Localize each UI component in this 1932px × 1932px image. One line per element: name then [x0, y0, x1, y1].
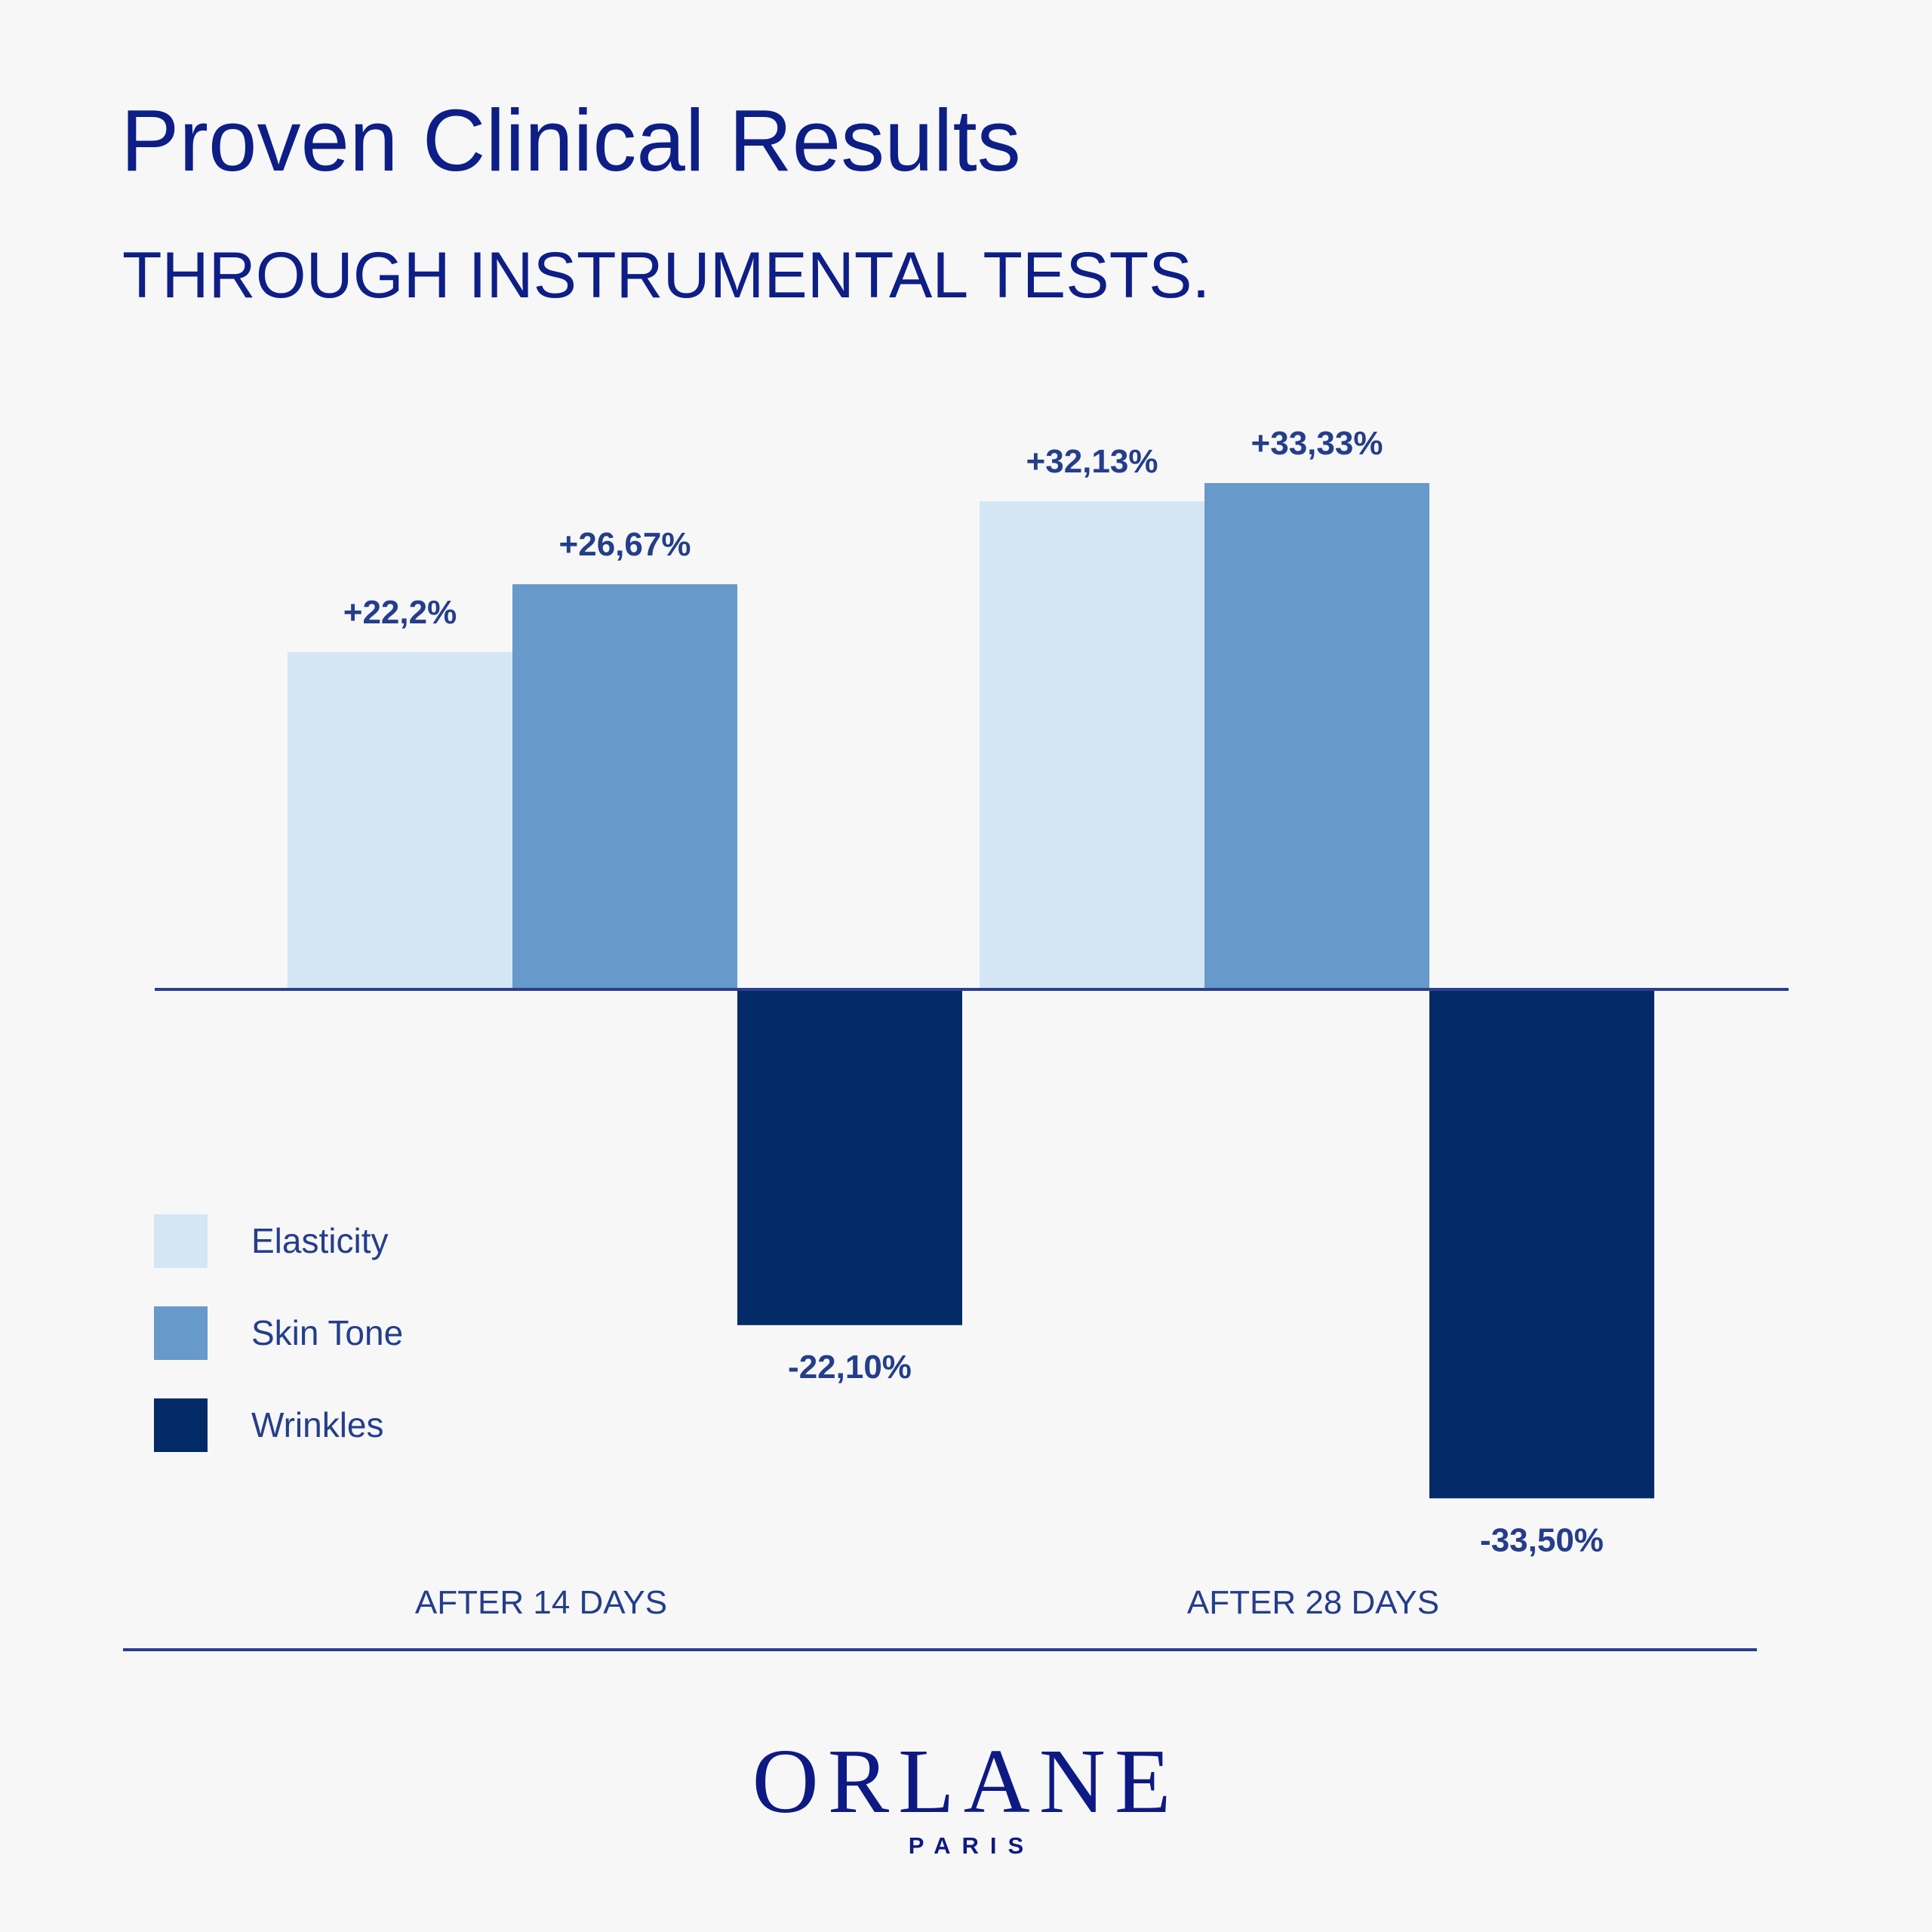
data-label-skin-tone-after-14-days: +26,67% — [559, 526, 691, 563]
chart-value-labels: +22,2% +26,67% -22,10% +32,13% +33,33% -33,50… — [343, 425, 1604, 1558]
brand-name: ORLANE — [752, 1730, 1180, 1832]
chart: +22,2% +26,67% -22,10% +32,13% +33,33% -33,50… — [123, 425, 1789, 1651]
page-subtitle: THROUGH INSTRUMENTAL TESTS. — [122, 239, 1211, 312]
bar-skin-tone-after-28-days — [1204, 483, 1429, 989]
category-label-after-14-days: AFTER 14 DAYS — [415, 1584, 667, 1621]
bar-elasticity-after-28-days — [980, 501, 1204, 989]
bar-elasticity-after-14-days — [288, 652, 512, 989]
legend-swatch-wrinkles — [154, 1398, 208, 1452]
page-title: Proven Clinical Results — [121, 91, 1021, 189]
bar-skin-tone-after-14-days — [512, 584, 737, 989]
chart-category-labels: AFTER 14 DAYS AFTER 28 DAYS — [415, 1584, 1439, 1621]
brand-logo: ORLANE PARIS — [0, 1736, 1932, 1860]
category-label-after-28-days: AFTER 28 DAYS — [1187, 1584, 1439, 1621]
chart-legend: Elasticity Skin Tone Wrinkles — [154, 1214, 403, 1452]
legend-label-skin-tone: Skin Tone — [251, 1313, 403, 1352]
legend-swatch-skin-tone — [154, 1306, 208, 1360]
data-label-wrinkles-after-28-days: -33,50% — [1480, 1521, 1604, 1558]
chart-bars — [288, 483, 1654, 1499]
brand-sub: PARIS — [908, 1832, 1035, 1859]
legend-label-wrinkles: Wrinkles — [251, 1405, 384, 1444]
bar-wrinkles-after-14-days — [737, 989, 962, 1325]
bar-wrinkles-after-28-days — [1429, 989, 1654, 1499]
legend-label-elasticity: Elasticity — [251, 1221, 388, 1260]
legend-swatch-elasticity — [154, 1214, 208, 1268]
data-label-elasticity-after-28-days: +32,13% — [1026, 443, 1158, 480]
data-label-skin-tone-after-28-days: +33,33% — [1251, 425, 1383, 462]
data-label-wrinkles-after-14-days: -22,10% — [788, 1349, 912, 1386]
data-label-elasticity-after-14-days: +22,2% — [343, 594, 457, 631]
